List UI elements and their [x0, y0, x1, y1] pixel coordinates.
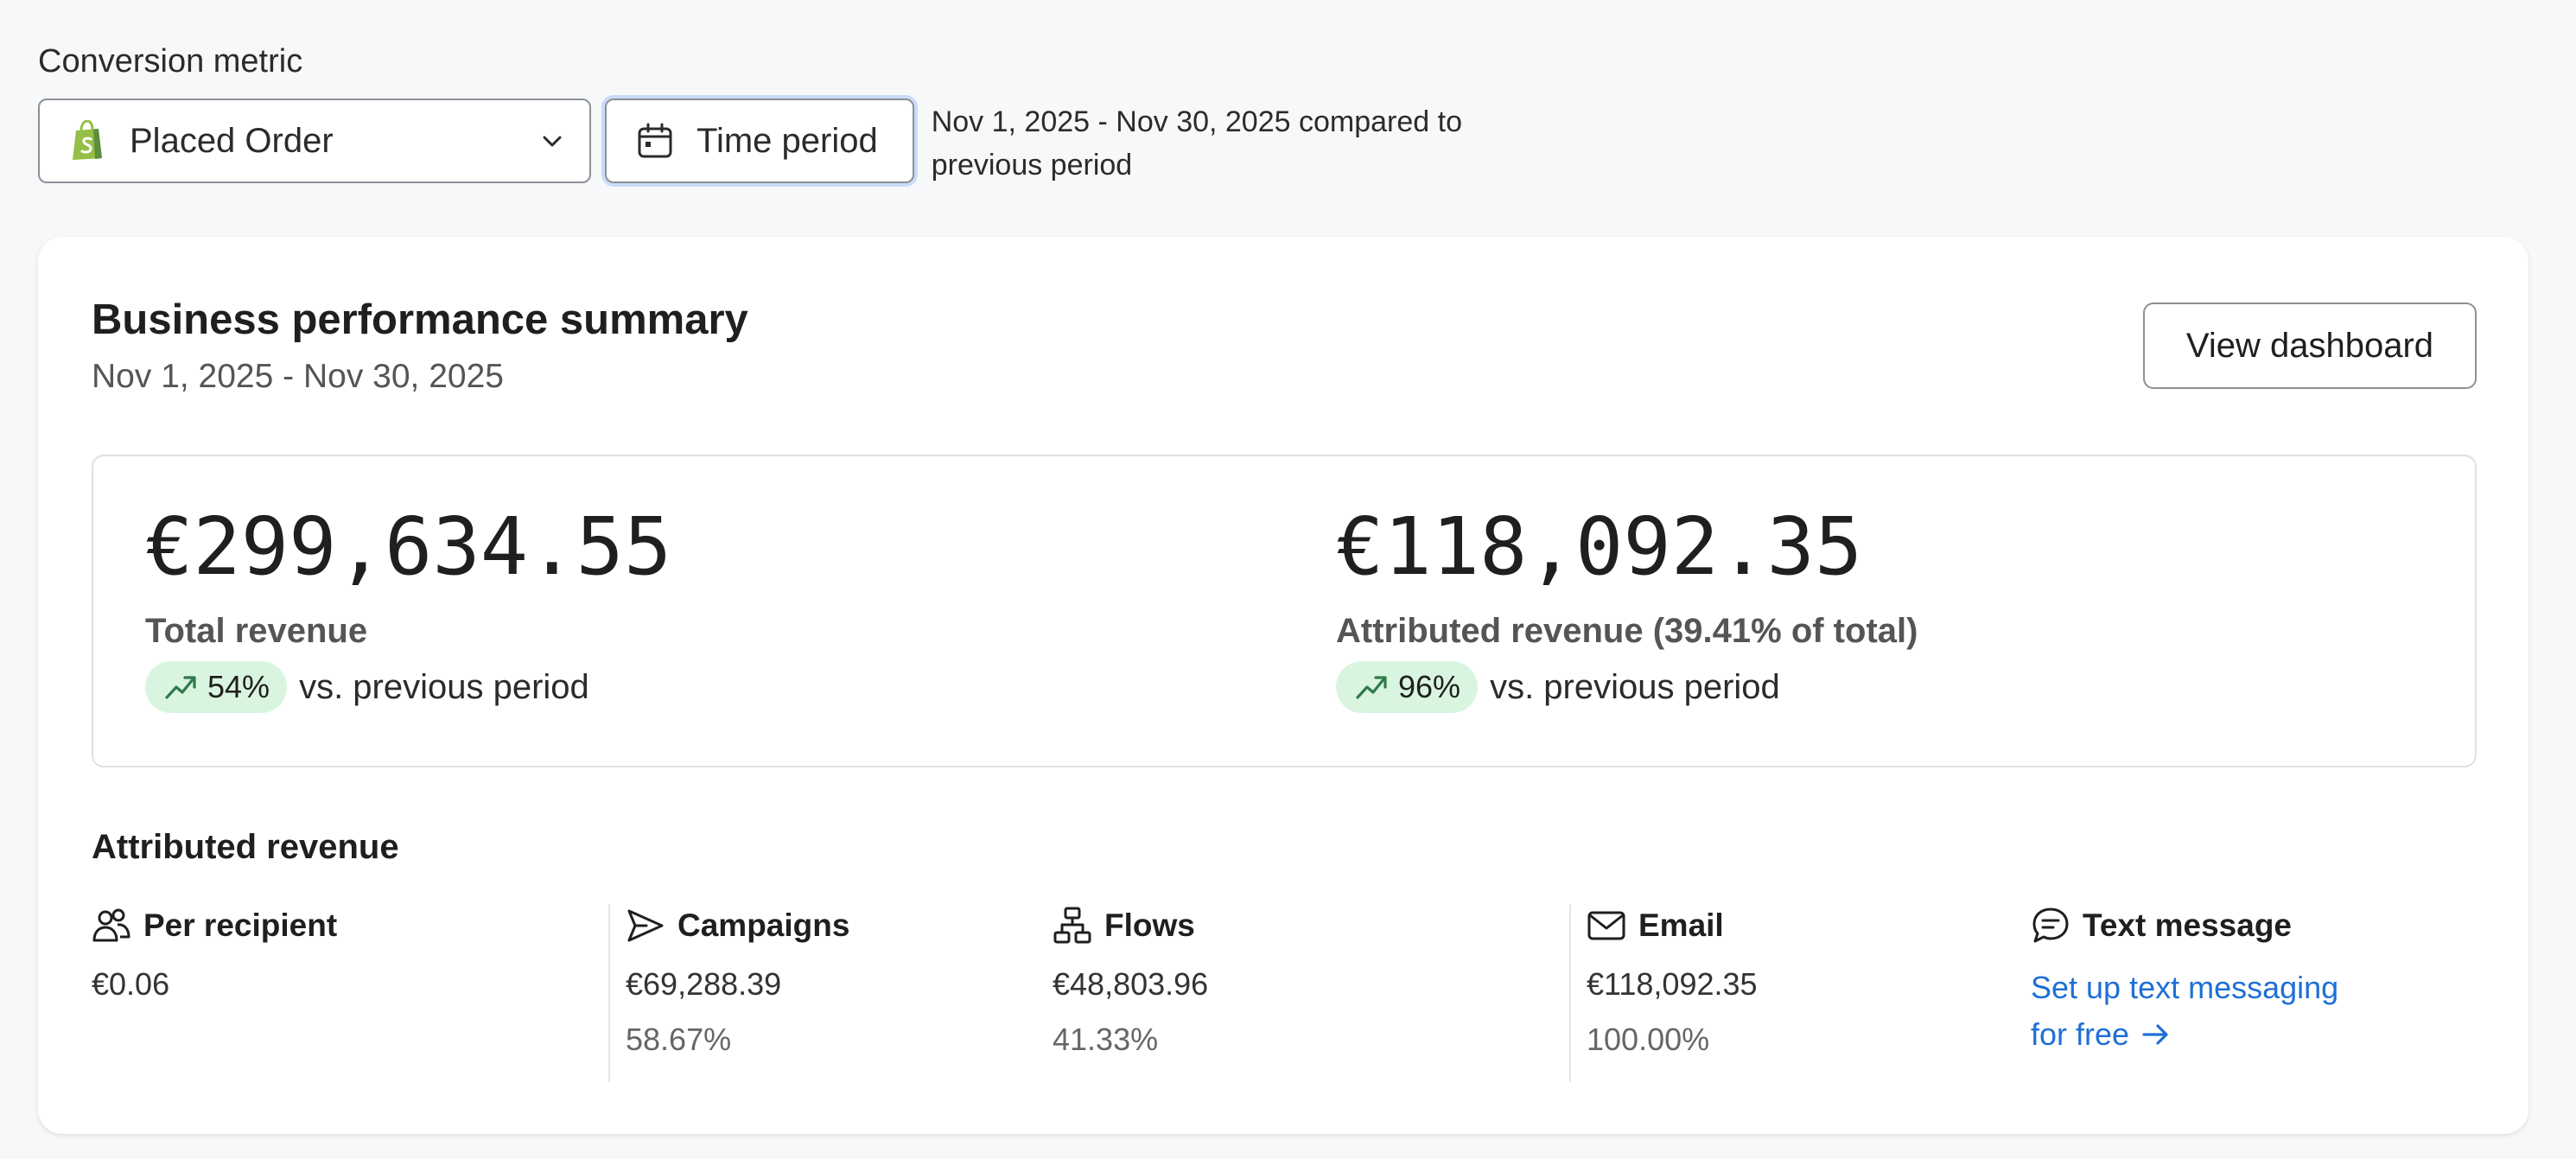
flows-header: Flows [1053, 904, 1208, 947]
campaigns-value: €69,288.39 [626, 966, 782, 1002]
trend-up-icon [162, 669, 199, 705]
attributed-revenue-stat: €118,092.35 Attributed revenue (39.41% o… [1336, 500, 1918, 713]
conversion-metric-select[interactable]: Placed Order [38, 99, 591, 183]
attributed-revenue-section-title: Attributed revenue [92, 828, 399, 866]
total-revenue-label: Total revenue [145, 612, 368, 650]
people-icon [92, 906, 131, 946]
attributed-revenue-value: €118,092.35 [1336, 500, 1863, 593]
column-divider [1569, 904, 1571, 1082]
trend-up-icon [1353, 669, 1390, 705]
per-recipient-label: Per recipient [143, 907, 338, 943]
text-message-column: Text message Set up text messaging for f… [2031, 904, 2338, 1086]
revenue-stats-box: €299,634.55 Total revenue 54% vs. previo… [92, 455, 2477, 767]
selected-metric: Placed Order [130, 121, 334, 160]
chevron-down-icon [539, 128, 565, 154]
flows-value: €48,803.96 [1053, 966, 1209, 1002]
filter-controls: Placed Order Time period Nov 1, 2025 - N… [38, 99, 1554, 187]
change-badge: 96% [1336, 661, 1479, 713]
change-badge: 54% [145, 661, 288, 713]
flows-label: Flows [1104, 907, 1195, 943]
campaigns-percent: 58.67% [626, 1022, 732, 1057]
conversion-metric-label: Conversion metric [38, 43, 303, 80]
time-period-label: Time period [696, 121, 878, 160]
flows-percent: 41.33% [1053, 1022, 1159, 1057]
mail-icon [1587, 906, 1626, 946]
time-period-button[interactable]: Time period [605, 99, 914, 183]
change-text: vs. previous period [1490, 667, 1780, 706]
setup-link-line2-row[interactable]: for free [2031, 1011, 2338, 1058]
per-recipient-column: Per recipient €0.06 [92, 904, 337, 1086]
column-divider [608, 904, 610, 1082]
campaigns-label: Campaigns [677, 907, 850, 943]
email-column: Email €118,092.35 100.00% [1587, 904, 1758, 1086]
shopify-bag-icon [69, 120, 105, 162]
attributed-revenue-change: 96% vs. previous period [1336, 661, 1918, 713]
per-recipient-value: €0.06 [92, 966, 170, 1002]
email-label: Email [1638, 907, 1724, 943]
setup-link-line1[interactable]: Set up text messaging [2031, 970, 2339, 1005]
view-dashboard-button[interactable]: View dashboard [2143, 302, 2477, 389]
total-revenue-change: 54% vs. previous period [145, 661, 671, 713]
email-percent: 100.00% [1587, 1022, 1710, 1057]
text-message-label: Text message [2083, 907, 2292, 943]
change-percent: 54% [207, 669, 270, 704]
flow-diagram-icon [1053, 906, 1092, 946]
attributed-revenue-breakdown: Per recipient €0.06 Campaigns €69,288.39… [92, 904, 2477, 1086]
attributed-revenue-label: Attributed revenue (39.41% of total) [1336, 612, 1918, 650]
email-value: €118,092.35 [1587, 966, 1758, 1002]
change-percent: 96% [1398, 669, 1461, 704]
calendar-icon [636, 122, 674, 160]
campaigns-header: Campaigns [626, 904, 849, 947]
setup-text-messaging-link[interactable]: Set up text messaging for free [2031, 965, 2338, 1058]
chat-bubble-icon [2031, 906, 2070, 946]
total-revenue-stat: €299,634.55 Total revenue 54% vs. previo… [145, 500, 671, 713]
card-title: Business performance summary [92, 296, 748, 343]
change-text: vs. previous period [299, 667, 589, 706]
period-description: Nov 1, 2025 - Nov 30, 2025 compared to p… [931, 105, 1462, 181]
campaigns-column: Campaigns €69,288.39 58.67% [626, 904, 849, 1086]
card-date-range: Nov 1, 2025 - Nov 30, 2025 [92, 358, 504, 395]
email-header: Email [1587, 904, 1758, 947]
flows-column: Flows €48,803.96 41.33% [1053, 904, 1208, 1086]
setup-link-line2[interactable]: for free [2031, 1016, 2130, 1052]
per-recipient-header: Per recipient [92, 904, 337, 947]
send-icon [626, 906, 665, 946]
business-performance-card: Business performance summary Nov 1, 2025… [38, 237, 2528, 1134]
total-revenue-value: €299,634.55 [145, 500, 672, 593]
conversion-metric-header: Conversion metric [38, 43, 302, 80]
arrow-right-icon [2140, 1018, 2172, 1051]
text-message-header: Text message [2031, 904, 2338, 947]
